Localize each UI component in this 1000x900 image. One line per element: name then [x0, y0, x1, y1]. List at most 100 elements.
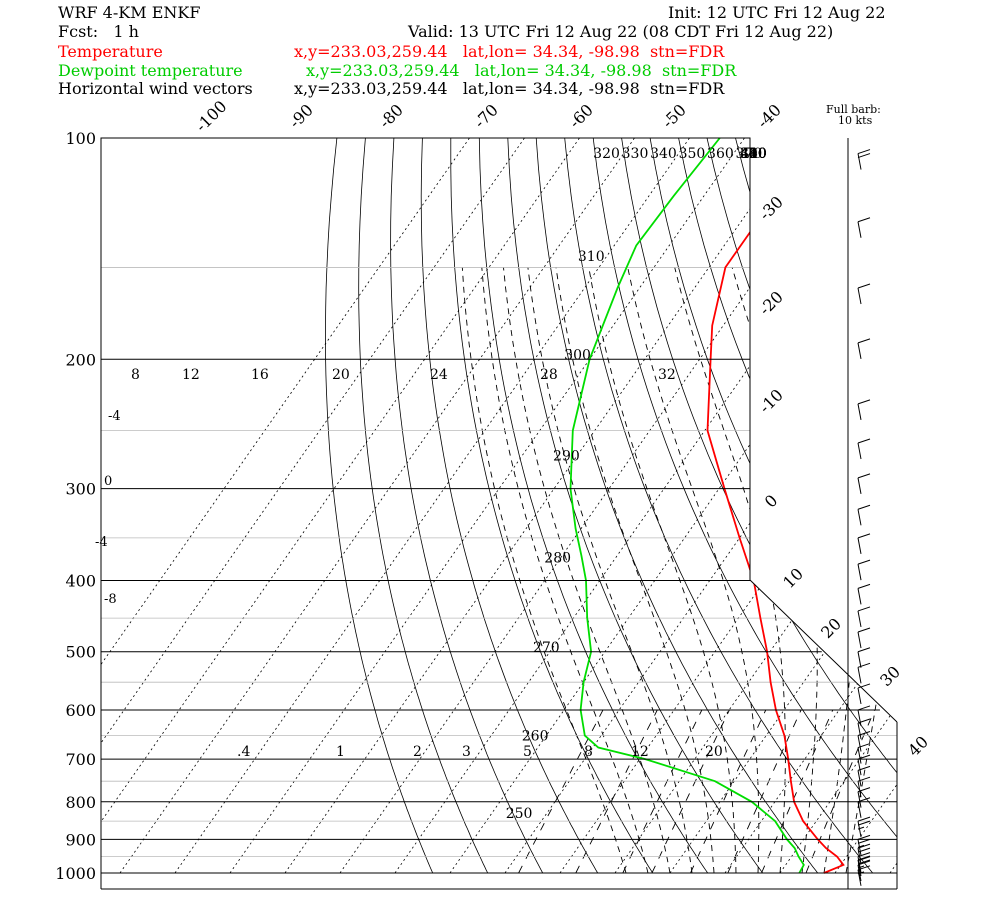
- dry-adiabat: [877, 138, 897, 874]
- moist-adiabat-label: -4: [108, 409, 121, 424]
- dry-adiabat: [592, 138, 897, 874]
- isotherm-label: -70: [470, 100, 502, 132]
- theta-label: 250: [506, 806, 533, 822]
- isotherm-label: 0: [761, 491, 782, 512]
- temperature-profile: [706, 138, 845, 874]
- dry-adiabat: [763, 138, 897, 874]
- theta-label: 350: [679, 146, 706, 162]
- isotherm-line: [669, 138, 897, 874]
- legend-wind-name: Horizontal wind vectors: [58, 79, 253, 98]
- isotherm-label: 40: [904, 732, 932, 760]
- wind-barb: [857, 283, 871, 305]
- isotherm-label: 10: [779, 564, 807, 592]
- moist-adiabat: [674, 267, 786, 874]
- theta-label: 400: [740, 146, 767, 162]
- moist-adiabat-label: -4: [95, 535, 108, 550]
- mixing-ratio-label: 2: [413, 744, 422, 760]
- mixing-ratio-line: [805, 709, 876, 874]
- dry-adiabat: [792, 138, 897, 874]
- legend-wind-info: x,y=233.03,259.44 lat,lon= 34.34, -98.98…: [294, 79, 725, 98]
- dry-adiabat: [420, 138, 599, 874]
- legend-temperature-name: Temperature: [58, 42, 163, 61]
- theta-label: 270: [533, 640, 560, 656]
- theta-e-label: 8: [131, 367, 140, 383]
- isotherm-line: [945, 138, 1000, 873]
- moist-adiabat: [555, 267, 715, 874]
- isotherm-line: [614, 138, 897, 874]
- wind-barb: [857, 583, 871, 605]
- moist-adiabat: [503, 267, 671, 874]
- moist-adiabat-label: 0: [104, 474, 112, 489]
- dry-adiabat: [621, 138, 897, 874]
- wind-barb: [857, 834, 871, 856]
- barb-key-line1: Full barb:: [826, 103, 881, 116]
- pressure-tick-label: 1000: [55, 864, 96, 883]
- moist-adiabat: [461, 267, 627, 874]
- theta-e-label: 20: [332, 367, 350, 383]
- theta-label: 370: [736, 146, 763, 162]
- dry-adiabat: [706, 138, 897, 874]
- isotherm-label: -90: [285, 100, 317, 132]
- dry-adiabat: [849, 138, 897, 874]
- dry-adiabat: [963, 138, 1000, 873]
- wind-barb: [857, 217, 871, 238]
- mixing-ratio-line: [622, 709, 703, 874]
- pressure-tick-label: 300: [65, 480, 96, 499]
- wind-barb: [857, 399, 871, 420]
- isotherm-label: -60: [565, 100, 597, 132]
- model-title: WRF 4-KM ENKF: [58, 3, 201, 22]
- wind-barb: [857, 627, 871, 649]
- wind-barb: [857, 816, 871, 838]
- wind-barb: [857, 473, 871, 494]
- wind-barb: [857, 606, 871, 628]
- mixing-ratio-label: 1: [336, 744, 345, 760]
- theta-label: 360: [707, 146, 734, 162]
- forecast-hour: Fcst: 1 h: [58, 22, 139, 41]
- pressure-tick-label: 600: [65, 701, 96, 720]
- wind-barb: [857, 683, 871, 705]
- dry-adiabat: [450, 138, 654, 874]
- moist-adiabat-label: -8: [104, 592, 117, 607]
- dry-adiabat: [649, 138, 897, 874]
- theta-label: 280: [544, 550, 571, 566]
- isotherm-line: [101, 138, 580, 874]
- dry-adiabat: [906, 138, 1000, 873]
- theta-e-label: 24: [430, 367, 448, 383]
- dry-adiabat: [325, 138, 434, 874]
- theta-label: 330: [622, 146, 649, 162]
- wind-barb: [857, 338, 871, 359]
- theta-label: 320: [593, 146, 620, 162]
- isotherm-label: 20: [817, 614, 845, 642]
- isotherm-label: 30: [876, 662, 904, 690]
- theta-label: 300: [564, 348, 591, 364]
- dry-adiabat: [390, 138, 544, 874]
- pressure-tick-label: 100: [65, 129, 96, 148]
- theta-e-label: 28: [540, 367, 558, 383]
- isotherm-line: [394, 138, 897, 874]
- mixing-ratio-label: 20: [705, 744, 723, 760]
- pressure-tick-label: 500: [65, 643, 96, 662]
- isotherm-line: [889, 138, 897, 874]
- moist-adiabat: [731, 267, 818, 874]
- mixing-ratio-label: 12: [631, 744, 649, 760]
- theta-e-label: 12: [182, 367, 200, 383]
- moist-adiabat: [627, 267, 760, 874]
- dry-adiabat: [935, 138, 1000, 873]
- mixing-ratio-line: [761, 709, 834, 874]
- dry-adiabat: [358, 138, 489, 874]
- theta-label: 410: [740, 146, 767, 162]
- theta-label: 440: [740, 146, 767, 162]
- isotherm-label: -80: [375, 100, 407, 132]
- wind-barb: [857, 533, 871, 554]
- isotherm-label: -10: [755, 385, 787, 417]
- pressure-tick-label: 700: [65, 750, 96, 769]
- mixing-ratio-label: 5: [523, 744, 532, 760]
- wind-barb: [857, 504, 871, 526]
- wind-barb: [857, 438, 871, 460]
- legend-dewpoint-info: x,y=233.03,259.44 lat,lon= 34.34, -98.98…: [306, 61, 737, 80]
- wind-barb: [857, 559, 871, 581]
- moist-adiabat: [588, 267, 737, 874]
- pressure-tick-label: 900: [65, 830, 96, 849]
- mixing-ratio-label: .4: [237, 744, 250, 760]
